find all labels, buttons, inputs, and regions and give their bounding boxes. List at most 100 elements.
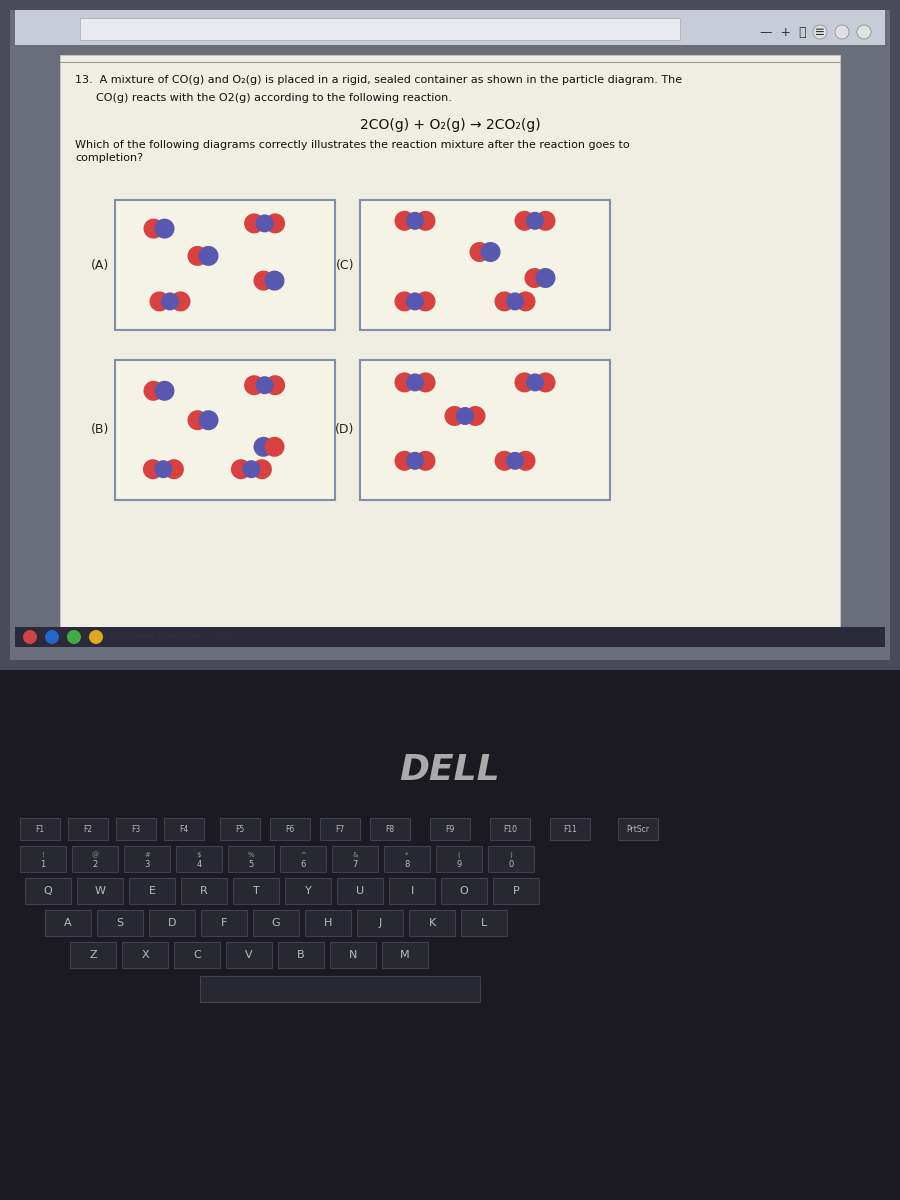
Bar — [164, 818, 204, 840]
Text: —  +  ⧉  ≡: — + ⧉ ≡ — [760, 25, 825, 38]
Bar — [618, 818, 658, 840]
Bar — [68, 818, 108, 840]
Circle shape — [155, 218, 175, 239]
Bar — [550, 818, 590, 840]
Circle shape — [416, 211, 436, 230]
Circle shape — [536, 211, 555, 230]
Bar — [124, 846, 170, 872]
Text: S: S — [116, 918, 123, 928]
Circle shape — [406, 293, 424, 311]
Text: &: & — [352, 852, 358, 858]
Bar — [15, 10, 885, 44]
Text: K: K — [428, 918, 436, 928]
Circle shape — [199, 410, 219, 431]
Circle shape — [515, 372, 535, 392]
Circle shape — [813, 25, 827, 38]
Bar — [228, 846, 274, 872]
Bar — [320, 818, 360, 840]
Circle shape — [494, 451, 515, 470]
Circle shape — [481, 242, 500, 262]
Bar — [72, 846, 118, 872]
Text: %: % — [248, 852, 255, 858]
Bar — [10, 10, 890, 660]
Circle shape — [265, 437, 284, 457]
Circle shape — [266, 214, 285, 233]
Text: G: G — [272, 918, 280, 928]
Text: U: U — [356, 886, 364, 896]
Text: C: C — [194, 950, 201, 960]
Text: !: ! — [41, 852, 44, 858]
Text: 8: 8 — [404, 859, 410, 869]
Bar — [370, 818, 410, 840]
Circle shape — [256, 215, 274, 233]
Circle shape — [857, 25, 871, 38]
Bar — [337, 878, 383, 904]
Text: 0: 0 — [508, 859, 514, 869]
Circle shape — [394, 211, 415, 230]
Text: V: V — [245, 950, 253, 960]
Circle shape — [515, 211, 535, 230]
Circle shape — [199, 246, 219, 266]
Circle shape — [506, 451, 524, 469]
Bar — [332, 846, 378, 872]
Circle shape — [244, 376, 264, 395]
Circle shape — [143, 218, 164, 239]
Text: PrtScr: PrtScr — [626, 824, 650, 834]
Text: F7: F7 — [336, 824, 345, 834]
Circle shape — [254, 437, 274, 457]
Bar — [441, 878, 487, 904]
Bar — [77, 878, 123, 904]
Text: (B): (B) — [91, 424, 109, 437]
Text: X: X — [141, 950, 149, 960]
Circle shape — [256, 377, 274, 394]
Circle shape — [516, 292, 536, 311]
Bar — [389, 878, 435, 904]
Text: E: E — [148, 886, 156, 896]
Text: T: T — [253, 886, 259, 896]
Circle shape — [143, 460, 163, 479]
Bar — [220, 818, 260, 840]
Bar — [493, 878, 539, 904]
Bar — [181, 878, 227, 904]
Bar — [25, 878, 71, 904]
Circle shape — [242, 460, 260, 478]
Circle shape — [416, 292, 436, 311]
Text: P: P — [513, 886, 519, 896]
Text: R: R — [200, 886, 208, 896]
Text: F3: F3 — [131, 824, 140, 834]
Bar — [201, 910, 247, 936]
Bar — [80, 18, 680, 40]
Bar — [226, 942, 272, 968]
Circle shape — [149, 292, 169, 311]
Bar — [0, 670, 900, 1200]
Text: 3: 3 — [144, 859, 149, 869]
Text: (A): (A) — [91, 258, 109, 271]
Bar — [305, 910, 351, 936]
Circle shape — [406, 373, 424, 391]
Circle shape — [536, 372, 555, 392]
Bar — [174, 942, 220, 968]
Text: #: # — [144, 852, 150, 858]
Text: H: H — [324, 918, 332, 928]
Circle shape — [265, 270, 284, 290]
Text: M: M — [400, 950, 410, 960]
Circle shape — [416, 372, 436, 392]
Text: @: @ — [92, 852, 98, 858]
Text: 6: 6 — [301, 859, 306, 869]
Text: 9: 9 — [456, 859, 462, 869]
Text: 5: 5 — [248, 859, 254, 869]
Text: F1: F1 — [35, 824, 45, 834]
Bar — [129, 878, 175, 904]
Circle shape — [506, 293, 524, 311]
Bar — [436, 846, 482, 872]
Bar — [115, 200, 335, 330]
Circle shape — [516, 451, 536, 470]
Bar — [70, 942, 116, 968]
Bar — [200, 976, 480, 1002]
Circle shape — [67, 630, 81, 644]
Bar — [430, 818, 470, 840]
Text: 1: 1 — [40, 859, 46, 869]
Circle shape — [266, 376, 285, 395]
Text: A: A — [64, 918, 72, 928]
Text: F6: F6 — [285, 824, 294, 834]
